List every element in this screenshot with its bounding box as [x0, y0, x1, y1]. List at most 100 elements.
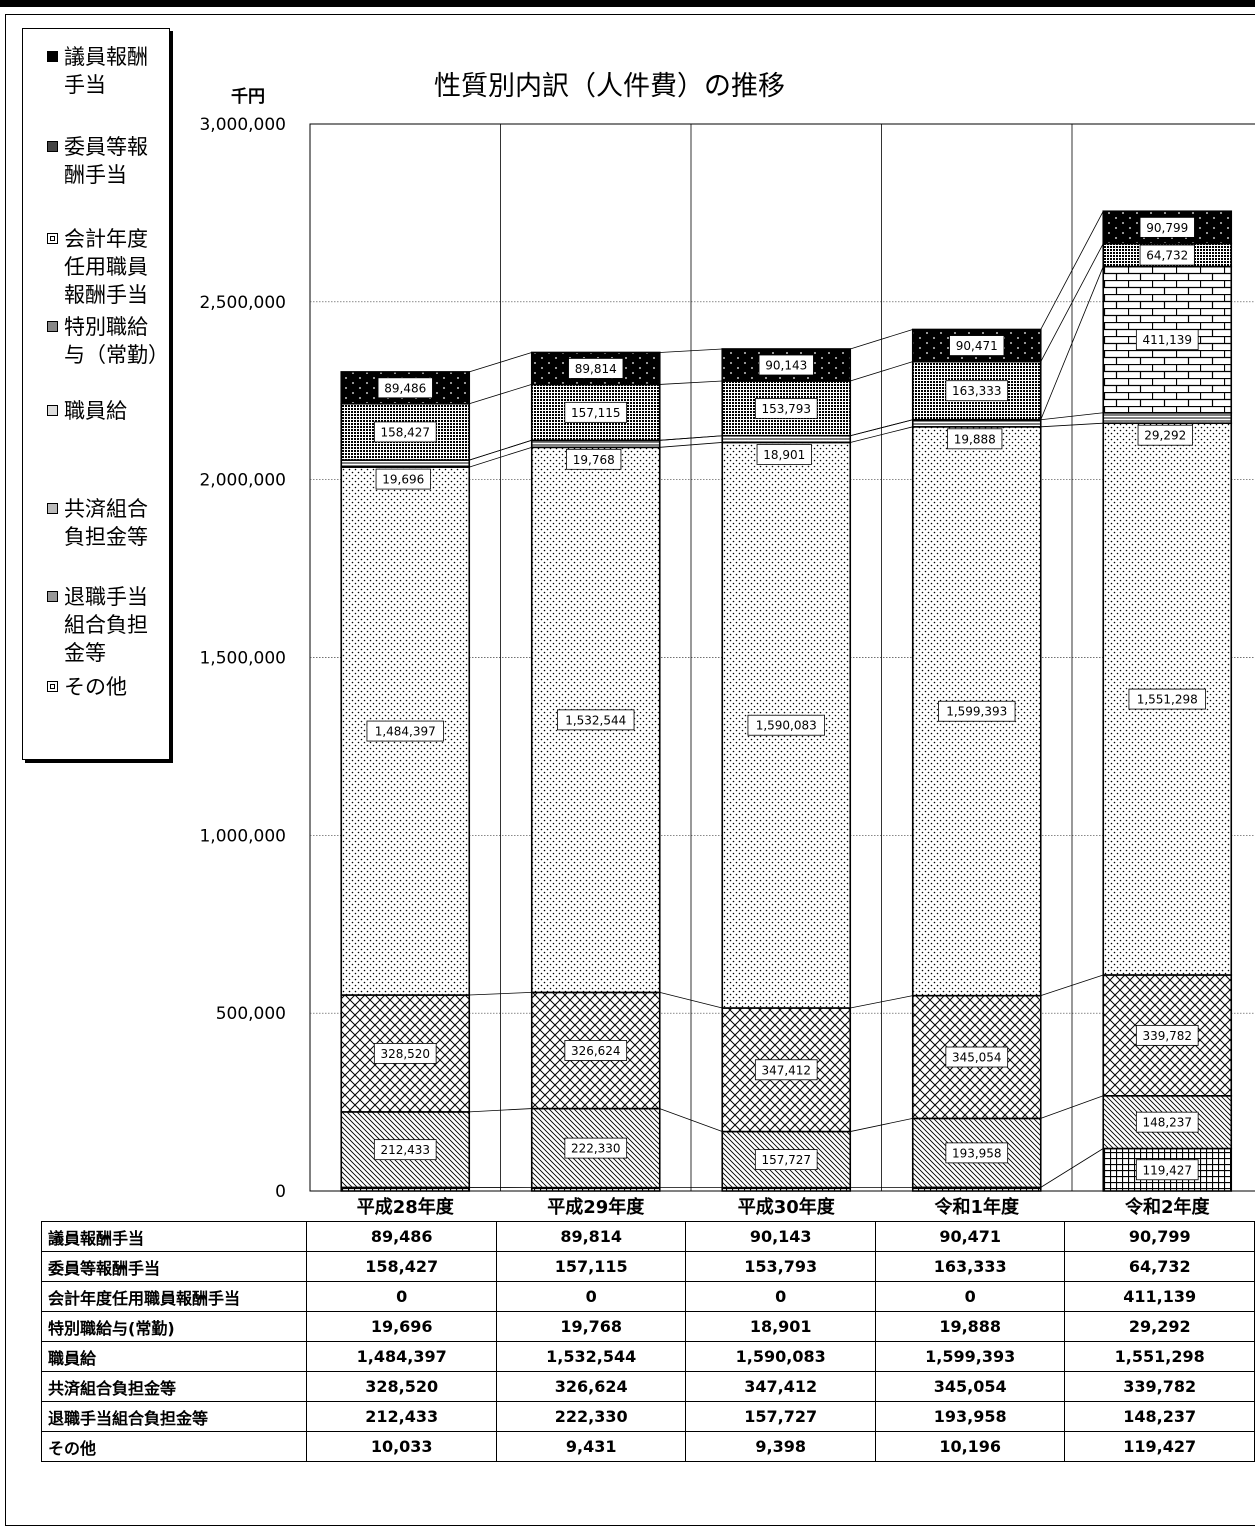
bar-segment	[722, 436, 850, 443]
data-label: 1,484,397	[367, 721, 444, 741]
stacked-bar-chart: 3,000,0002,500,0002,000,0001,500,0001,00…	[0, 0, 1255, 1222]
table-cell: 90,143	[686, 1222, 876, 1252]
y-tick-label: 0	[275, 1182, 286, 1202]
legend-swatch	[47, 591, 58, 602]
data-label-text: 222,330	[571, 1142, 621, 1156]
data-label: 89,486	[378, 378, 432, 398]
data-label: 19,768	[567, 449, 621, 469]
legend-label: 任用職員	[64, 253, 174, 281]
data-label: 90,799	[1140, 217, 1194, 237]
table-cell: 158,427	[307, 1252, 497, 1282]
table-row-label: 退職手当組合負担金等	[42, 1402, 307, 1432]
legend-label: 共済組合	[64, 495, 174, 523]
table-cell: 328,520	[307, 1372, 497, 1402]
legend-label: 金等	[64, 639, 174, 667]
data-label-text: 1,551,298	[1137, 693, 1198, 707]
y-tick-label: 3,000,000	[199, 115, 286, 135]
table-cell: 9,398	[686, 1432, 876, 1462]
data-label-text: 1,484,397	[375, 725, 436, 739]
data-label: 1,551,298	[1129, 689, 1206, 709]
table-cell: 1,599,393	[875, 1342, 1065, 1372]
data-label: 339,782	[1136, 1025, 1198, 1045]
table-row-label: 共済組合負担金等	[42, 1372, 307, 1402]
legend-label: 組合負担	[64, 611, 174, 639]
table-cell: 9,431	[496, 1432, 686, 1462]
data-label-text: 411,139	[1142, 333, 1192, 347]
data-label-text: 339,782	[1142, 1029, 1192, 1043]
data-label: 157,727	[755, 1150, 817, 1170]
data-label: 193,958	[946, 1143, 1008, 1163]
data-label-text: 90,143	[765, 359, 807, 373]
table-cell: 19,696	[307, 1312, 497, 1342]
table-cell: 163,333	[875, 1252, 1065, 1282]
data-label: 345,054	[946, 1047, 1008, 1067]
table-cell: 64,732	[1065, 1252, 1255, 1282]
data-label-text: 1,599,393	[946, 705, 1007, 719]
table-row-label: 議員報酬手当	[42, 1222, 307, 1252]
data-label-text: 328,520	[380, 1047, 430, 1061]
table-cell: 157,115	[496, 1252, 686, 1282]
legend-label: 退職手当	[64, 583, 174, 611]
table-cell: 153,793	[686, 1252, 876, 1282]
data-label: 19,696	[376, 469, 430, 489]
data-label-text: 89,486	[384, 381, 426, 395]
data-label-text: 19,888	[954, 432, 996, 446]
table-cell: 90,799	[1065, 1222, 1255, 1252]
table-cell: 10,196	[875, 1432, 1065, 1462]
table-cell: 1,532,544	[496, 1342, 686, 1372]
data-label-text: 19,696	[382, 473, 424, 487]
data-label: 1,532,544	[557, 710, 634, 730]
legend-item: 委員等報酬手当	[64, 133, 174, 189]
data-label: 153,793	[755, 398, 817, 418]
table-cell: 0	[496, 1282, 686, 1312]
bar-segment	[341, 460, 469, 467]
legend-item: 職員給	[64, 397, 174, 425]
legend-item: 特別職給与（常勤）	[64, 313, 174, 369]
data-label-text: 119,427	[1142, 1163, 1192, 1177]
table-cell: 89,814	[496, 1222, 686, 1252]
y-tick-label: 2,000,000	[199, 471, 286, 491]
data-label: 1,599,393	[938, 701, 1015, 721]
table-row-label: その他	[42, 1432, 307, 1462]
y-tick-label: 1,500,000	[199, 649, 286, 669]
legend-item: その他	[64, 673, 174, 701]
legend-label: 委員等報	[64, 133, 174, 161]
legend-label: 特別職給	[64, 313, 174, 341]
x-category-label: 平成28年度	[357, 1196, 455, 1218]
legend-label: 酬手当	[64, 161, 174, 189]
data-label-text: 157,115	[571, 406, 621, 420]
legend-label: 職員給	[64, 397, 174, 425]
table-cell: 90,471	[875, 1222, 1065, 1252]
table-cell: 1,484,397	[307, 1342, 497, 1372]
legend-item: 退職手当組合負担金等	[64, 583, 174, 667]
data-label: 347,412	[755, 1060, 817, 1080]
data-label: 18,901	[757, 444, 811, 464]
data-label-text: 212,433	[380, 1143, 430, 1157]
data-label-text: 148,237	[1142, 1116, 1192, 1130]
legend-label: 負担金等	[64, 523, 174, 551]
table-cell: 10,033	[307, 1432, 497, 1462]
data-label: 328,520	[374, 1043, 436, 1063]
table-cell: 89,486	[307, 1222, 497, 1252]
legend-swatch	[47, 405, 58, 416]
x-category-label: 令和2年度	[1124, 1196, 1211, 1218]
data-label-text: 90,471	[956, 339, 998, 353]
data-label: 148,237	[1136, 1112, 1198, 1132]
data-label: 326,624	[565, 1040, 627, 1060]
data-label: 222,330	[565, 1138, 627, 1158]
x-category-label: 平成29年度	[547, 1196, 645, 1218]
data-label-text: 326,624	[571, 1044, 621, 1058]
data-label: 29,292	[1138, 425, 1192, 445]
table-cell: 347,412	[686, 1372, 876, 1402]
data-label-text: 163,333	[952, 384, 1002, 398]
table-cell: 0	[875, 1282, 1065, 1312]
bar-segment	[913, 420, 1041, 427]
data-label-text: 64,732	[1146, 249, 1188, 263]
table-cell: 18,901	[686, 1312, 876, 1342]
